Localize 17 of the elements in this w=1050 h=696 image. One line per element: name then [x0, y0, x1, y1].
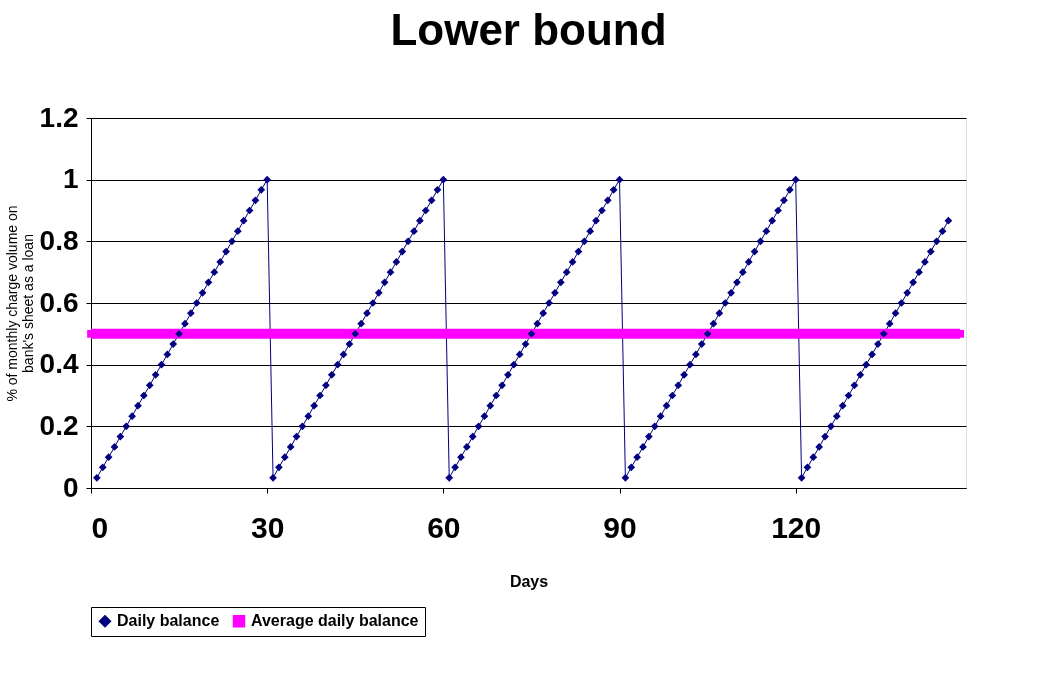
y-tick-label: 0.8 [39, 224, 79, 256]
x-axis-title: Days [509, 572, 549, 590]
x-tick-label: 30 [250, 510, 285, 544]
legend-label: Daily balance [117, 612, 220, 630]
y-tick-label: 1.2 [39, 101, 79, 133]
y-tick-label: 1 [62, 163, 79, 195]
legend-label: Average daily balance [251, 612, 419, 630]
chart-title: Lower bound [390, 5, 667, 54]
x-tick-label: 120 [771, 510, 822, 544]
x-tick-label: 0 [91, 510, 109, 544]
y-tick-label: 0.6 [39, 286, 79, 318]
y-tick-label: 0.2 [39, 409, 79, 441]
x-tick-label: 60 [427, 510, 461, 544]
x-tick-label: 90 [603, 510, 637, 544]
y-axis-title: % of monthly charge volume on bank's sheet as a loan [3, 205, 36, 402]
y-tick-label: 0.4 [39, 348, 79, 380]
y-tick-label: 0 [62, 471, 79, 503]
